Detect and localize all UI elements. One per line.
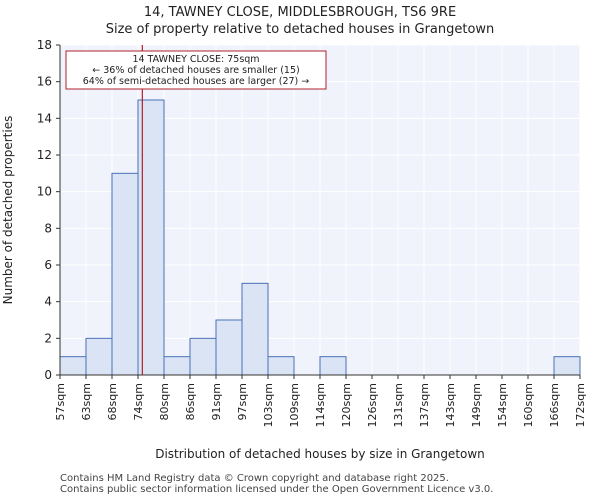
y-tick-label: 6 — [44, 258, 52, 272]
y-tick-label: 0 — [44, 368, 52, 382]
y-tick-label: 14 — [37, 111, 52, 125]
x-tick-label: 114sqm — [314, 383, 327, 427]
axes: 0 2 4 6 8 10 12 14 16 18 57sqm 63sqm 68sqm 74sqm 80sqm… — [37, 38, 587, 427]
y-tick-label: 2 — [44, 331, 52, 345]
x-tick-label: 86sqm — [184, 383, 197, 420]
histogram-bar — [553, 356, 581, 376]
x-tick-label: 97sqm — [236, 383, 249, 420]
x-tick-label: 63sqm — [80, 383, 93, 420]
x-tick-label: 120sqm — [340, 383, 353, 427]
x-tick-label: 137sqm — [418, 383, 431, 427]
annotation-line1: 14 TAWNEY CLOSE: 75sqm — [132, 54, 259, 65]
annotation-line2: ← 36% of detached houses are smaller (15… — [92, 65, 299, 76]
x-axis-label: Distribution of detached houses by size … — [155, 447, 485, 461]
histogram-bar — [215, 319, 243, 376]
x-tick-label: 143sqm — [444, 383, 457, 427]
x-tick-label: 149sqm — [470, 383, 483, 427]
histogram-bar — [111, 172, 139, 376]
chart-title-line2: Size of property relative to detached ho… — [106, 22, 495, 37]
histogram-bar — [163, 356, 191, 376]
x-tick-label: 91sqm — [210, 383, 223, 420]
x-tick-label: 103sqm — [262, 383, 275, 427]
x-tick-label: 154sqm — [496, 383, 509, 427]
y-tick-label: 8 — [44, 221, 52, 235]
y-tick-label: 12 — [37, 148, 52, 162]
histogram-bar — [189, 337, 217, 376]
footer-licence: Contains public sector information licen… — [60, 484, 494, 495]
y-tick-label: 16 — [37, 75, 52, 89]
x-tick-label: 160sqm — [522, 383, 535, 427]
histogram-bar — [319, 356, 347, 376]
x-tick-label: 57sqm — [54, 383, 67, 420]
histogram-bar — [59, 356, 87, 376]
y-tick-label: 10 — [37, 185, 52, 199]
x-tick-label: 80sqm — [158, 383, 171, 420]
chart-title-line1: 14, TAWNEY CLOSE, MIDDLESBROUGH, TS6 9RE — [144, 5, 456, 20]
annotation-frame — [65, 50, 327, 90]
histogram-bar — [241, 282, 269, 376]
annotation-box: 14 TAWNEY CLOSE: 75sqm ← 36% of detached… — [65, 50, 327, 90]
footer-copyright: Contains HM Land Registry data © Crown c… — [60, 473, 449, 484]
x-tick-label: 68sqm — [106, 383, 119, 420]
x-tick-label: 131sqm — [392, 383, 405, 427]
histogram-bar — [85, 337, 113, 376]
x-tick-label: 172sqm — [574, 383, 587, 427]
x-tick-label: 74sqm — [132, 383, 145, 420]
y-tick-label: 4 — [44, 295, 52, 309]
x-tick-label: 109sqm — [288, 383, 301, 427]
histogram-bar — [267, 356, 295, 376]
annotation-line3: 64% of semi-detached houses are larger (… — [83, 76, 310, 87]
y-axis-label: Number of detached properties — [1, 116, 15, 305]
x-tick-label: 166sqm — [548, 383, 561, 427]
x-tick-label: 126sqm — [366, 383, 379, 427]
y-tick-label: 18 — [37, 38, 52, 52]
